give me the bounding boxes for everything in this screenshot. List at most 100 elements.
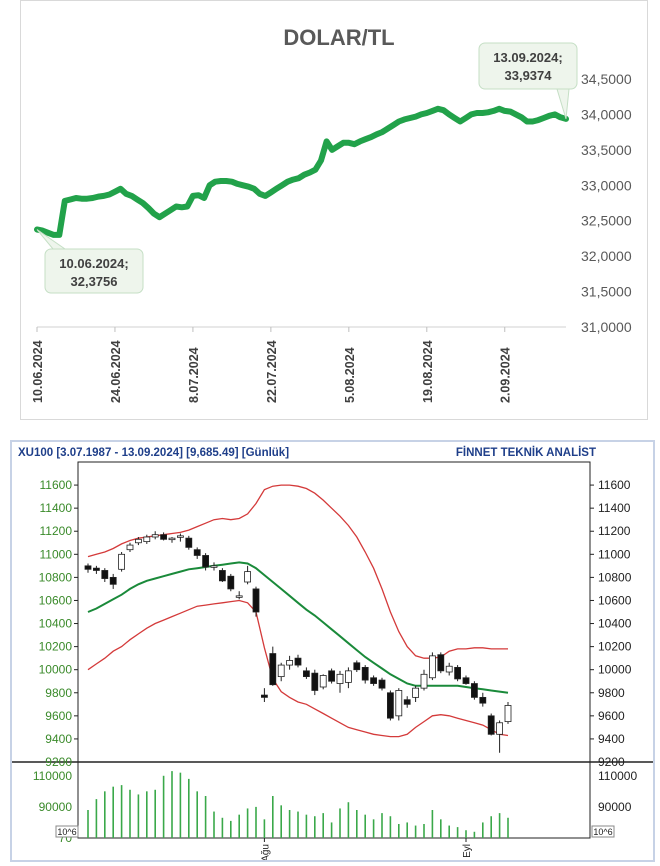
candle (126, 542, 134, 552)
y-tick-label-left: 11200 (40, 524, 73, 538)
y-tick-label-left: 11400 (40, 501, 73, 515)
candle-body-down (479, 696, 487, 704)
candle (193, 547, 201, 559)
bollinger-upper-band (87, 484, 508, 659)
candle-body-down (109, 576, 117, 585)
candle-body-down (227, 575, 235, 590)
xu100-chart-panel: XU100 [3.07.1987 - 13.09.2024] [9,685.49… (10, 440, 655, 862)
volume-tick-label-left: 110000 (33, 769, 72, 783)
candle (302, 667, 310, 679)
y-tick-label: 33,0000 (581, 177, 632, 193)
candle-body-down (328, 670, 336, 682)
candle-body-up (210, 565, 218, 568)
candle (370, 675, 378, 686)
candle (428, 652, 436, 681)
y-tick-label-left: 10000 (39, 663, 73, 677)
candle-body-down (84, 565, 92, 570)
candle (101, 568, 109, 582)
callout-date: 10.06.2024; (59, 256, 128, 271)
candle (437, 652, 445, 674)
candle (353, 660, 361, 672)
y-tick-label-right: 11000 (598, 547, 631, 561)
candle-body-up (286, 660, 294, 666)
y-tick-label-left: 10800 (39, 570, 73, 584)
candle-body-down (260, 694, 268, 698)
x-tick-label: Ağu (260, 844, 271, 860)
candle-body-down (294, 657, 302, 666)
candle (395, 688, 403, 721)
chart-header-left: XU100 [3.07.1987 - 13.09.2024] [9,685.49… (18, 447, 289, 459)
y-tick-label: 31,5000 (581, 284, 632, 300)
candle-body-up (344, 670, 352, 683)
data-callout: 13.09.2024; 33,9374 (478, 42, 578, 120)
candle (336, 670, 344, 693)
candle-body-down (202, 555, 210, 568)
y-tick-label-right: 11200 (598, 524, 631, 538)
candle-body-up (420, 673, 428, 689)
candle (294, 654, 302, 668)
x-tick-label: 19.08.2024 (421, 340, 435, 403)
candle (344, 667, 352, 689)
x-tick-label: 8.07.2024 (187, 347, 201, 403)
volume-unit-box-left (55, 825, 79, 838)
candle (328, 668, 336, 684)
bollinger-lower-band (87, 599, 509, 738)
candle-body-up (336, 673, 344, 684)
y-tick-label-right: 10600 (598, 593, 632, 607)
y-tick-label: 34,0000 (581, 106, 632, 122)
candle (143, 534, 151, 544)
candle (176, 533, 184, 542)
candle-body-down (361, 666, 369, 681)
candle-body-down (462, 677, 470, 684)
volume-unit-right: 10^6 (593, 827, 612, 837)
y-tick-label-right: 11400 (598, 501, 631, 515)
candle (361, 665, 369, 684)
candle (311, 669, 319, 696)
y-tick-label-left: 10600 (39, 593, 73, 607)
callout-value: 33,9374 (505, 68, 553, 83)
candle-body-up (277, 664, 285, 678)
candle (244, 565, 252, 585)
y-tick-label-right: 11600 (598, 478, 631, 492)
candle-body-down (93, 567, 100, 571)
candle (277, 662, 285, 682)
y-tick-label-left: 9400 (45, 732, 72, 746)
candle (462, 675, 470, 685)
candle (160, 532, 168, 541)
y-tick-label-left: 9600 (45, 709, 72, 723)
usd-try-series-line (34, 105, 569, 238)
candle (479, 692, 487, 707)
y-tick-label-right: 9800 (598, 686, 625, 700)
candle (118, 552, 125, 572)
chart-header-right: FİNNET TEKNİK ANALİST (456, 446, 596, 459)
candle-body-down (353, 662, 361, 671)
candle (378, 677, 386, 691)
candle-body-up (168, 537, 176, 541)
y-tick-label: 34,5000 (581, 71, 632, 87)
callout-value: 32,3756 (71, 274, 118, 289)
candle (218, 568, 226, 582)
candle-body-down (403, 699, 411, 705)
y-tick-label-left: 11600 (40, 478, 73, 492)
candle (504, 702, 512, 724)
candle (235, 591, 243, 600)
y-tick-label-right: 10400 (598, 617, 632, 631)
candle-body-down (378, 679, 386, 689)
candle-body-up (118, 553, 125, 570)
y-tick-label-right: 10200 (598, 640, 632, 654)
dolar-tl-chart: DOLAR/TL 31,0000 31,5000 32,0000 32,5000 33,… (31, 25, 632, 403)
candle (227, 573, 235, 592)
callout-box (478, 42, 578, 90)
x-tick-label: Eyl (462, 844, 473, 858)
candle-body-down (193, 549, 201, 556)
candle (319, 674, 327, 690)
volume-unit-left: 10^6 (57, 827, 76, 837)
candle (470, 681, 478, 700)
y-tick-label: 33,5000 (581, 142, 632, 158)
candle (93, 565, 100, 574)
candle (420, 669, 428, 691)
x-tick-label: 10.06.2024 (31, 340, 45, 403)
xu100-candlestick-chart: XU100 [3.07.1987 - 13.09.2024] [9,685.49… (12, 446, 653, 862)
candle-body-down (302, 670, 310, 678)
y-tick-label-right: 10800 (598, 570, 632, 584)
